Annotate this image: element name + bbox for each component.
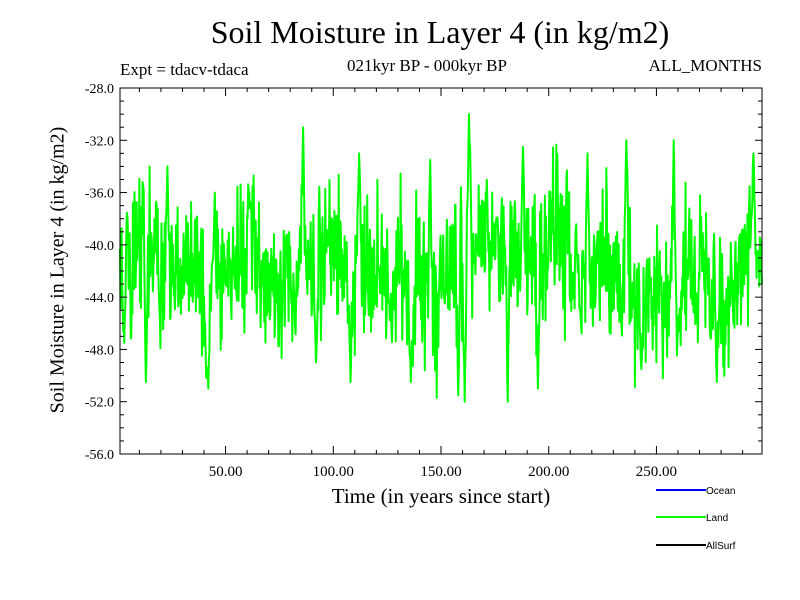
legend-label-land: Land xyxy=(706,513,728,524)
y-tick-label: -36.0 xyxy=(85,187,114,202)
x-tick-label: 100.00 xyxy=(313,464,354,480)
y-tick-label: -52.0 xyxy=(85,396,114,411)
legend-label-ocean: Ocean xyxy=(706,486,735,497)
y-tick-label: -28.0 xyxy=(85,82,114,97)
y-tick-label: -40.0 xyxy=(85,239,114,254)
x-tick-label: 200.00 xyxy=(528,464,569,480)
y-tick-label: -32.0 xyxy=(85,134,114,149)
months-label: ALL_MONTHS xyxy=(648,56,762,75)
chart-title: Soil Moisture in Layer 4 (in kg/m2) xyxy=(210,14,670,50)
y-tick-label: -56.0 xyxy=(85,448,114,463)
x-axis-label: Time (in years since start) xyxy=(331,484,551,508)
x-tick-label: 150.00 xyxy=(420,464,461,480)
series-line-land xyxy=(119,113,763,403)
x-tick-label: 50.00 xyxy=(209,464,243,480)
legend-label-allsurf: AllSurf xyxy=(706,541,736,552)
experiment-label: Expt = tdacv-tdaca xyxy=(120,60,249,79)
x-tick-label: 250.00 xyxy=(636,464,677,480)
y-tick-label: -48.0 xyxy=(85,343,114,358)
y-tick-label: -44.0 xyxy=(85,291,114,306)
time-range-label: 021kyr BP - 000kyr BP xyxy=(347,56,507,75)
